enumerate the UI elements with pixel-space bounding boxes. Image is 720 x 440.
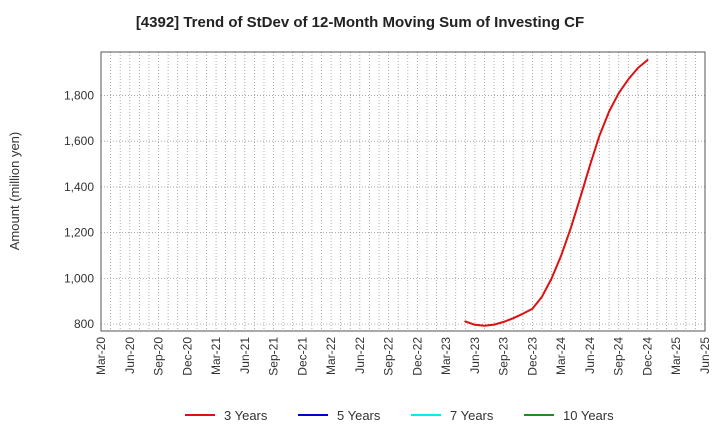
x-tick-label: Dec-22 [410,337,424,376]
x-tick-label: Dec-21 [295,337,309,376]
x-tick-label: Mar-25 [669,337,683,375]
y-tick-label: 1,600 [64,134,94,148]
legend-label: 7 Years [450,408,494,423]
y-axis-label: Amount (million yen) [7,132,22,251]
x-tick-label: Sep-22 [382,337,396,376]
y-tick-label: 1,200 [64,226,94,240]
x-ticks: Mar-20 Jun-20 Sep-20 Dec-20 Mar-21 Jun-21 Sep-… [94,337,712,376]
series-line-3-years [464,59,649,327]
x-tick-label: Mar-24 [554,337,568,375]
legend-label: 3 Years [224,408,268,423]
x-tick-label: Dec-23 [525,337,539,376]
x-tick-label: Sep-24 [612,337,626,376]
x-tick-label: Sep-20 [152,337,166,376]
y-tick-label: 1,800 [64,88,94,102]
legend-label: 5 Years [337,408,381,423]
x-tick-label: Dec-24 [640,337,654,376]
x-tick-label: Jun-21 [238,337,252,374]
legend-label: 10 Years [563,408,614,423]
x-tick-label: Jun-25 [698,337,712,374]
x-tick-label: Mar-20 [94,337,108,375]
x-tick-label: Mar-23 [439,337,453,375]
x-tick-label: Dec-20 [180,337,194,376]
x-tick-label: Jun-23 [468,337,482,374]
y-tick-label: 1,400 [64,180,94,194]
x-tick-label: Sep-23 [497,337,511,376]
grid [101,52,705,331]
x-tick-label: Jun-22 [353,337,367,374]
series-lines [464,59,649,327]
y-tick-label: 800 [74,317,94,331]
legend: 3 Years 5 Years 7 Years 10 Years [185,408,614,423]
x-tick-label: Jun-24 [583,337,597,374]
x-tick-label: Mar-22 [324,337,338,375]
x-tick-label: Sep-21 [267,337,281,376]
x-tick-label: Jun-20 [123,337,137,374]
y-ticks: 800 1,000 1,200 1,400 1,600 1,800 [64,88,94,331]
y-tick-label: 1,000 [64,271,94,285]
x-tick-label: Mar-21 [209,337,223,375]
plot-frame [100,51,706,332]
chart-title: [4392] Trend of StDev of 12-Month Moving… [136,14,584,31]
